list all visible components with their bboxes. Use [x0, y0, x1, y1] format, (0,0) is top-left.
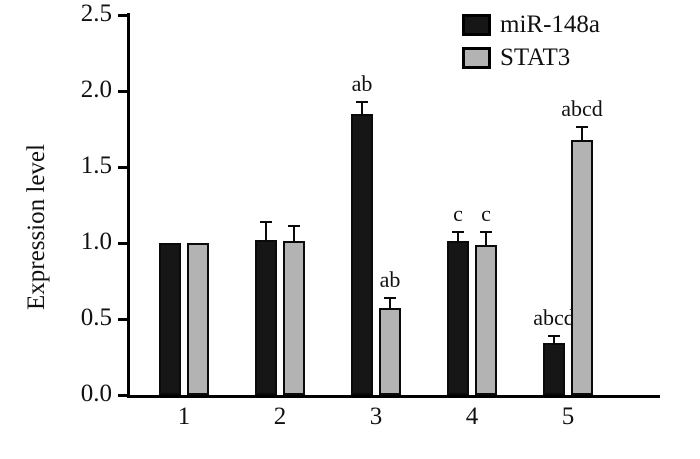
y-tick-mark [118, 242, 127, 245]
bar-miR-148a-group-4 [447, 241, 469, 395]
bar-STAT3-group-3 [379, 308, 401, 395]
legend-label: miR-148a [500, 11, 600, 38]
error-bar-cap [548, 334, 560, 337]
significance-label: c [481, 201, 491, 227]
legend-item-STAT3: STAT3 [462, 41, 600, 74]
x-tick-label: 2 [273, 403, 287, 430]
error-bar [553, 335, 555, 344]
significance-label: abcd [561, 96, 603, 122]
error-bar-cap [288, 225, 300, 228]
error-bar-cap [452, 231, 464, 234]
bar-miR-148a-group-2 [255, 239, 277, 395]
legend-item-miR-148a: miR-148a [462, 8, 600, 41]
error-bar [581, 127, 583, 140]
y-axis-line [127, 13, 130, 398]
y-tick-label: 2.5 [80, 0, 112, 27]
x-tick-label: 4 [465, 403, 479, 430]
error-bar [293, 226, 295, 242]
error-bar-cap [576, 126, 588, 129]
bar-miR-148a-group-5 [543, 343, 565, 395]
error-bar-cap [384, 296, 396, 299]
error-bar-cap [260, 220, 272, 223]
bar-STAT3-group-1 [187, 243, 209, 395]
significance-label: ab [379, 266, 401, 292]
error-bar-cap [480, 231, 492, 234]
significance-label: abcd [533, 304, 575, 330]
x-tick-label: 3 [369, 403, 383, 430]
y-tick-mark [118, 394, 127, 397]
bar-STAT3-group-5 [571, 139, 593, 395]
error-bar [389, 297, 391, 309]
legend-label: STAT3 [500, 44, 571, 71]
error-bar [265, 221, 267, 240]
error-bar [361, 101, 363, 114]
y-tick-mark [118, 14, 127, 17]
legend: miR-148a STAT3 [462, 8, 600, 74]
y-tick-label: 1.5 [80, 152, 112, 179]
bar-miR-148a-group-1 [159, 243, 181, 395]
x-axis-line [127, 395, 660, 398]
bar-miR-148a-group-3 [351, 113, 373, 395]
y-tick-label: 0.0 [80, 380, 112, 407]
significance-label: c [453, 201, 463, 227]
significance-label: ab [351, 70, 373, 96]
y-tick-mark [118, 318, 127, 321]
error-bar [457, 232, 459, 242]
y-tick-label: 2.0 [80, 76, 112, 103]
y-tick-mark [118, 90, 127, 93]
bar-STAT3-group-4 [475, 244, 497, 395]
legend-swatch-icon [462, 46, 491, 69]
y-tick-label: 1.0 [80, 228, 112, 255]
x-tick-label: 1 [177, 403, 191, 430]
error-bar [485, 232, 487, 245]
error-bar-cap [356, 100, 368, 103]
y-tick-label: 0.5 [80, 304, 112, 331]
y-tick-mark [118, 166, 127, 169]
x-tick-label: 5 [561, 403, 575, 430]
bar-STAT3-group-2 [283, 241, 305, 395]
legend-swatch-icon [462, 13, 491, 36]
